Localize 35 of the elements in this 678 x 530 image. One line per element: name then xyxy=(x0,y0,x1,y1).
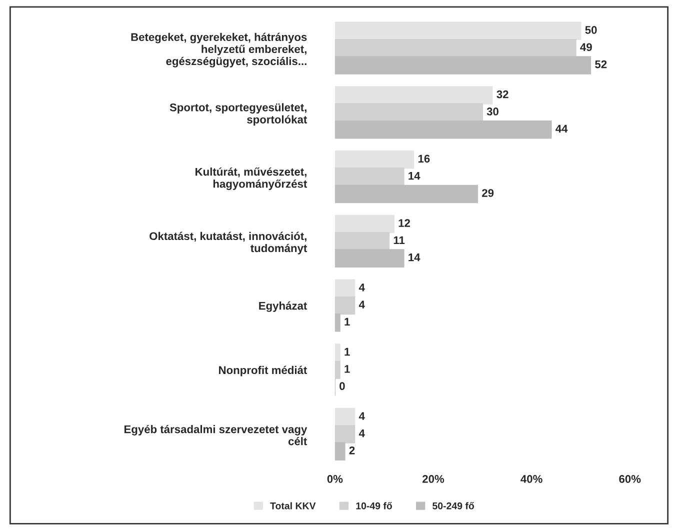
data-label: 1 xyxy=(344,348,350,356)
y-tick-label: Egyházat xyxy=(259,301,308,312)
legend-label: 10-49 fő xyxy=(356,502,392,510)
data-label: 4 xyxy=(358,412,365,420)
data-label: 1 xyxy=(344,318,350,326)
y-tick-label: Kultúrát, művészetet, hagyományőrzést xyxy=(196,167,308,190)
data-label: 4 xyxy=(358,429,365,438)
data-label: 32 xyxy=(496,90,508,98)
legend-label: 50-249 fő xyxy=(432,502,474,510)
data-label: 2 xyxy=(349,446,355,454)
data-label: 50 xyxy=(585,26,597,34)
data-label: 30 xyxy=(486,108,498,116)
legend-label: Total KKV xyxy=(270,502,316,510)
x-tick-label: 20% xyxy=(422,475,444,483)
data-label: 0 xyxy=(340,382,345,390)
y-tick-label: Oktatást, kutatást, innovációt, tudományt xyxy=(150,232,308,254)
y-tick-label: Sportot, sportegyesületet, sportolókat xyxy=(170,103,308,126)
data-label: 14 xyxy=(408,172,420,180)
data-label: 4 xyxy=(358,300,365,308)
data-label: 4 xyxy=(358,284,365,292)
data-label: 1 xyxy=(344,365,350,373)
x-tick-label: 60% xyxy=(619,475,641,483)
data-label: 11 xyxy=(394,236,405,244)
x-tick-label: 40% xyxy=(520,475,542,483)
data-label: 29 xyxy=(482,189,494,197)
data-label: 16 xyxy=(418,154,430,163)
x-tick-label: 0% xyxy=(327,475,343,483)
data-label: 49 xyxy=(580,43,592,52)
y-tick-label: Nonprofit médiát xyxy=(219,366,308,376)
data-label: 44 xyxy=(556,124,568,132)
y-tick-label: Betegeket, gyerekeket, hátrányos helyzetű embereket, egészségügyet, szociális... xyxy=(131,32,307,68)
data-label: 12 xyxy=(398,219,410,227)
data-label: 52 xyxy=(595,60,607,68)
data-label: 14 xyxy=(408,254,420,262)
y-tick-label: Egyéb társadalmi szervezetet vagy célt xyxy=(124,424,308,446)
